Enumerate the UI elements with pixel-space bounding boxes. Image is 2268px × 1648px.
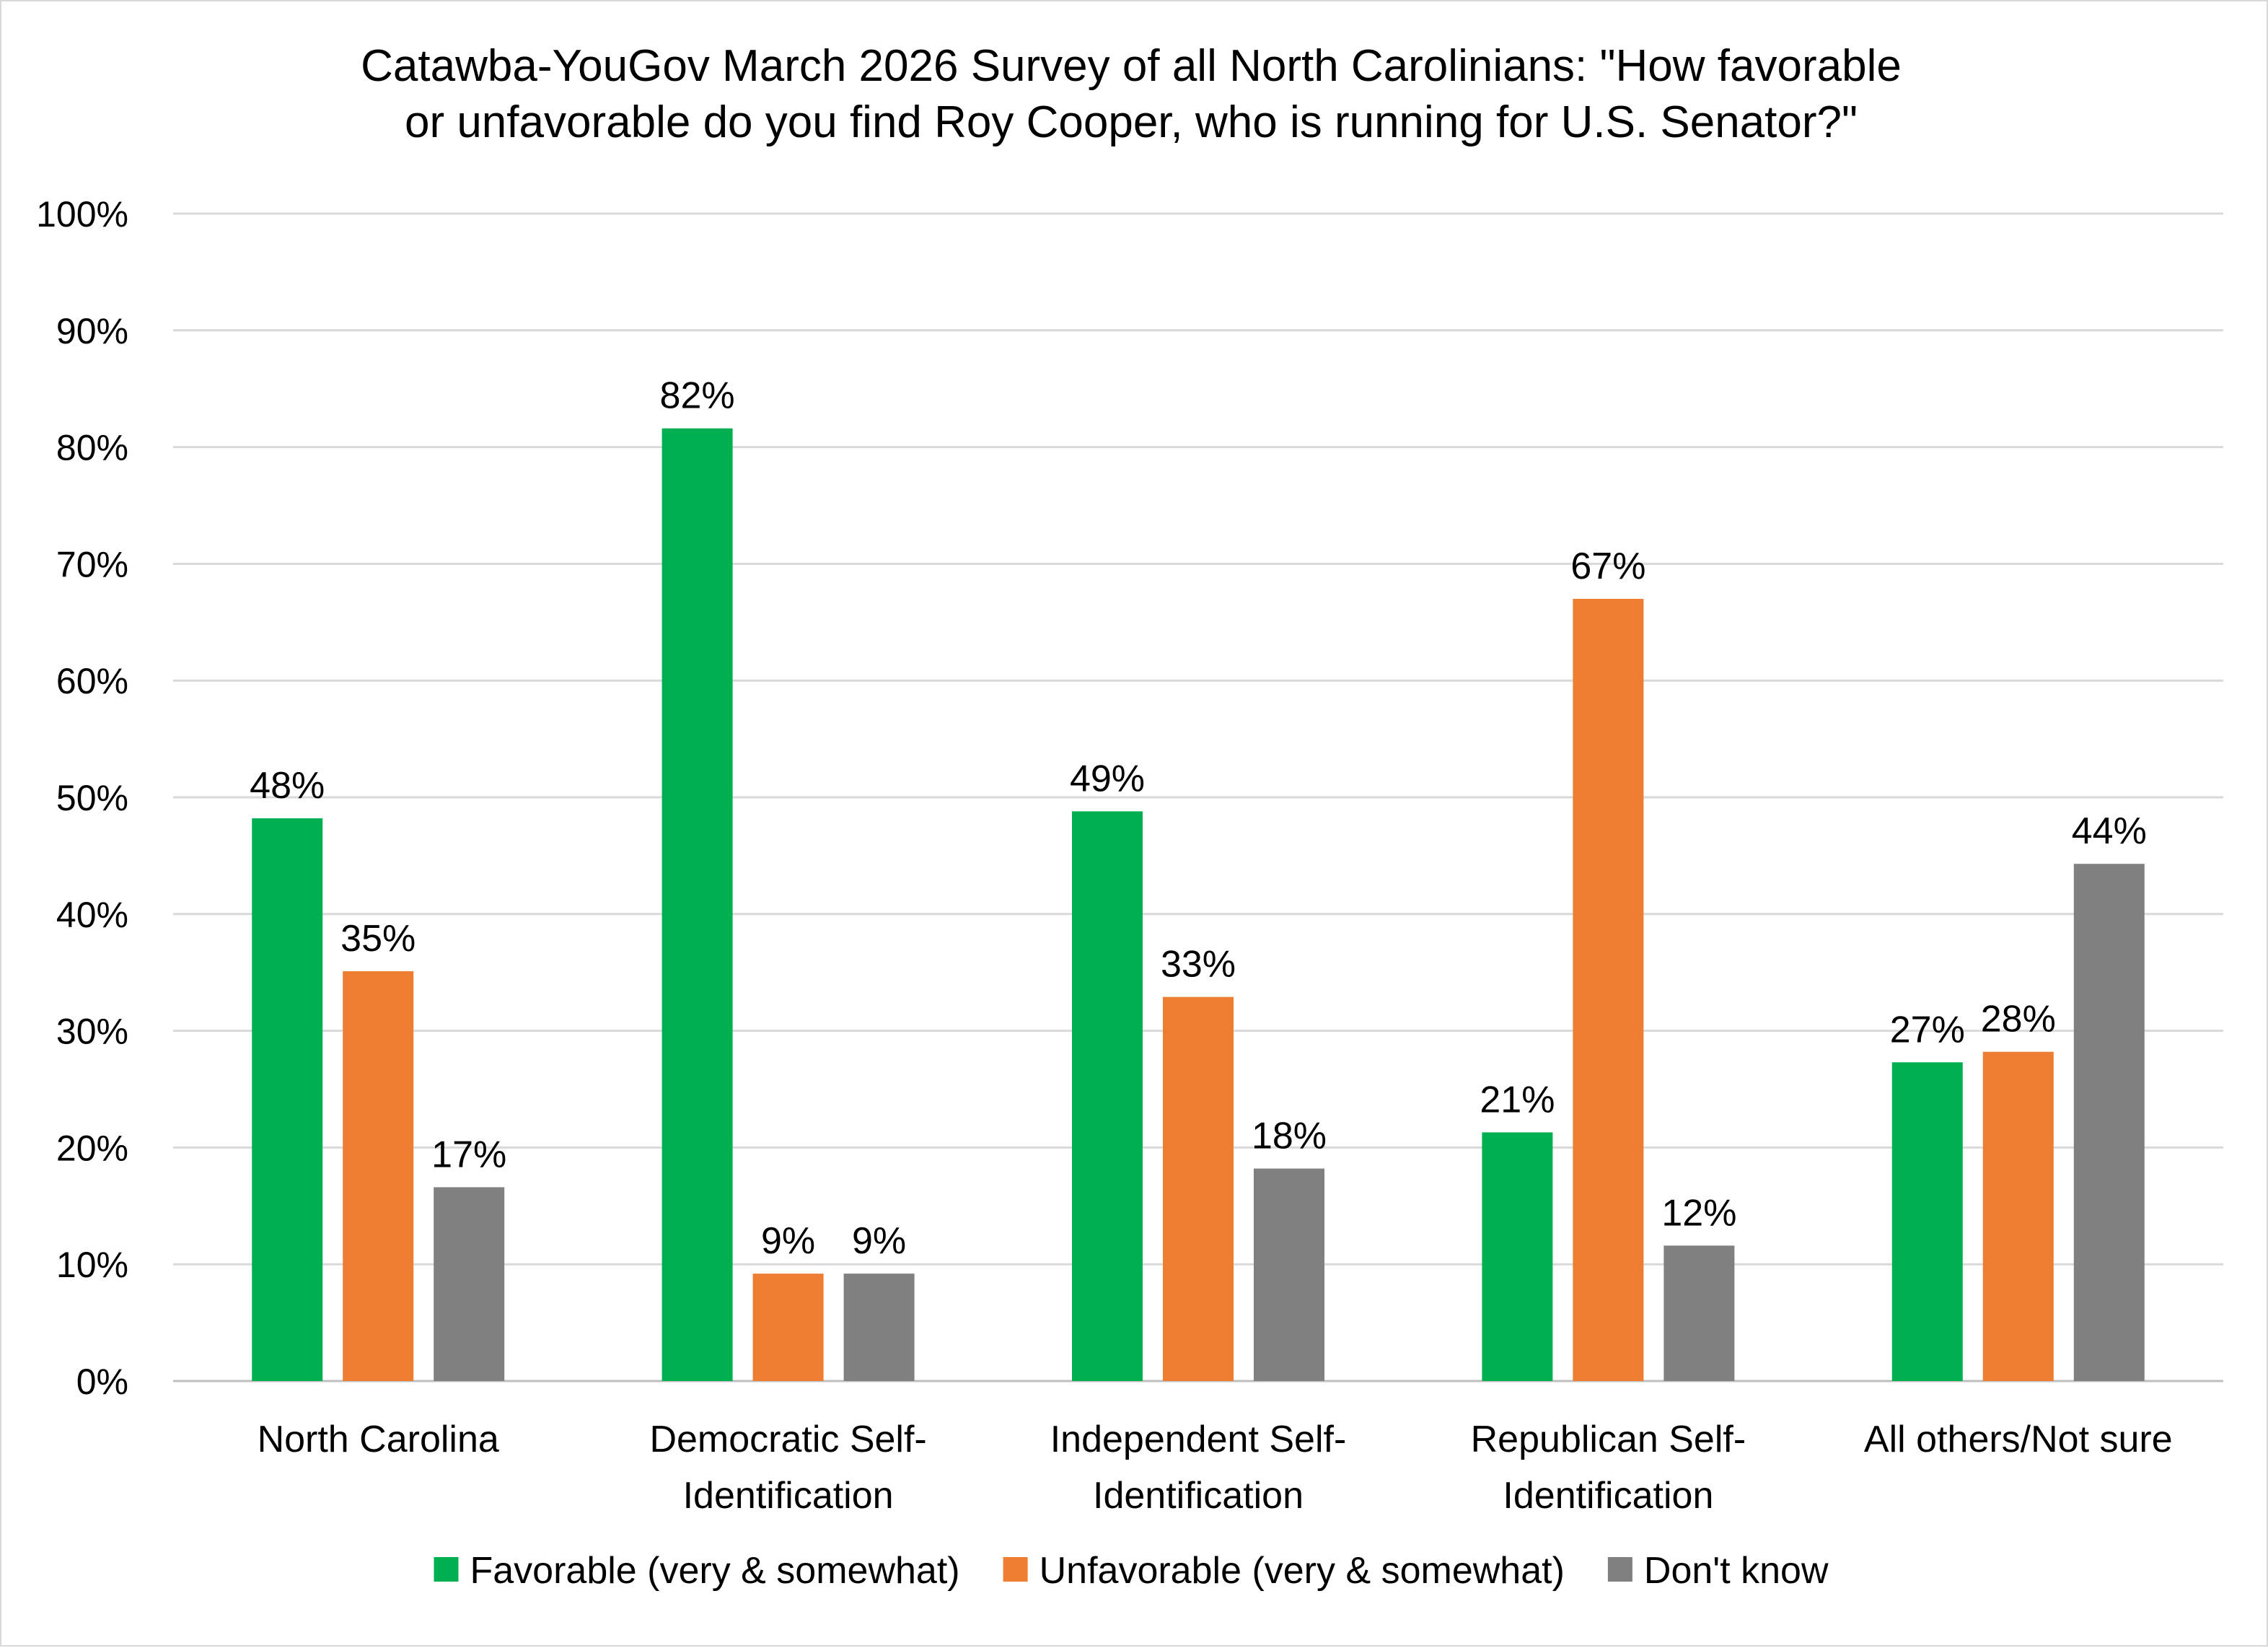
data-label: 9% <box>852 1220 906 1262</box>
bar <box>752 1274 824 1381</box>
bar <box>843 1274 915 1381</box>
legend-label: Favorable (very & somewhat) <box>470 1550 959 1592</box>
data-label: 27% <box>1890 1009 1965 1051</box>
bar <box>1072 811 1143 1381</box>
legend-swatch <box>1003 1557 1028 1582</box>
data-label: 21% <box>1480 1079 1555 1121</box>
bar <box>1663 1245 1735 1381</box>
bar <box>1163 996 1234 1381</box>
chart-title-line: or unfavorable do you find Roy Cooper, w… <box>405 97 1858 147</box>
y-tick-label: 40% <box>56 895 128 935</box>
data-labels: 48% 35% 17% 82% 9% 9% 49% 33% 18% 21% 67% 12% 27% 28%… <box>250 375 2147 1262</box>
x-category-label: Identification <box>1093 1475 1304 1517</box>
data-label: 18% <box>1252 1116 1327 1157</box>
y-tick-label: 100% <box>36 194 128 235</box>
x-category-label: Independent Self- <box>1050 1419 1347 1460</box>
x-category-label: North Carolina <box>258 1419 499 1460</box>
data-label: 48% <box>250 765 325 807</box>
bars <box>252 428 2145 1382</box>
legend: Favorable (very & somewhat) Unfavorable (… <box>434 1550 1829 1592</box>
chart-title-line: Catawba-YouGov March 2026 Survey of all … <box>361 41 1902 91</box>
y-tick-label: 60% <box>56 661 128 701</box>
gridlines <box>173 212 2223 1382</box>
y-tick-label: 80% <box>56 428 128 468</box>
bar <box>1482 1132 1553 1381</box>
y-axis-ticks: 0% 10% 20% 30% 40% 50% 60% 70% 80% 90% 100% <box>36 194 128 1402</box>
x-axis-categories: North Carolina Democratic Self- Identifica… <box>258 1419 2173 1517</box>
data-label: 17% <box>431 1134 506 1175</box>
y-tick-label: 30% <box>56 1012 128 1052</box>
bar <box>1254 1168 1324 1381</box>
x-category-label: Democratic Self- <box>649 1419 926 1460</box>
y-tick-label: 0% <box>76 1362 128 1402</box>
legend-label: Don't know <box>1644 1550 1829 1592</box>
data-label: 9% <box>761 1220 815 1262</box>
data-label: 35% <box>340 918 416 960</box>
data-label: 12% <box>1661 1192 1736 1234</box>
bar <box>1573 598 1644 1382</box>
y-tick-label: 10% <box>56 1245 128 1285</box>
legend-label: Unfavorable (very & somewhat) <box>1040 1550 1565 1592</box>
bar <box>252 818 323 1381</box>
data-label: 28% <box>1981 999 2056 1040</box>
bar <box>1982 1051 2054 1381</box>
x-category-label: Identification <box>1503 1475 1713 1517</box>
y-tick-label: 50% <box>56 778 128 818</box>
data-label: 44% <box>2072 810 2147 852</box>
bar <box>434 1187 505 1381</box>
y-tick-label: 20% <box>56 1128 128 1168</box>
data-label: 67% <box>1570 545 1645 587</box>
x-category-label: Identification <box>683 1475 894 1517</box>
data-label: 33% <box>1161 944 1236 986</box>
y-tick-label: 70% <box>56 544 128 584</box>
bar <box>2073 864 2145 1381</box>
bar <box>343 971 414 1381</box>
chart-title: Catawba-YouGov March 2026 Survey of all … <box>361 41 1902 147</box>
bar <box>1891 1062 1963 1381</box>
x-category-label: Republican Self- <box>1471 1419 1746 1460</box>
data-label: 49% <box>1070 758 1145 799</box>
y-tick-label: 90% <box>56 311 128 351</box>
x-category-label: All others/Not sure <box>1864 1419 2173 1460</box>
legend-swatch <box>1607 1557 1632 1582</box>
data-label: 82% <box>660 375 735 417</box>
legend-swatch <box>434 1557 459 1582</box>
bar <box>662 428 733 1382</box>
